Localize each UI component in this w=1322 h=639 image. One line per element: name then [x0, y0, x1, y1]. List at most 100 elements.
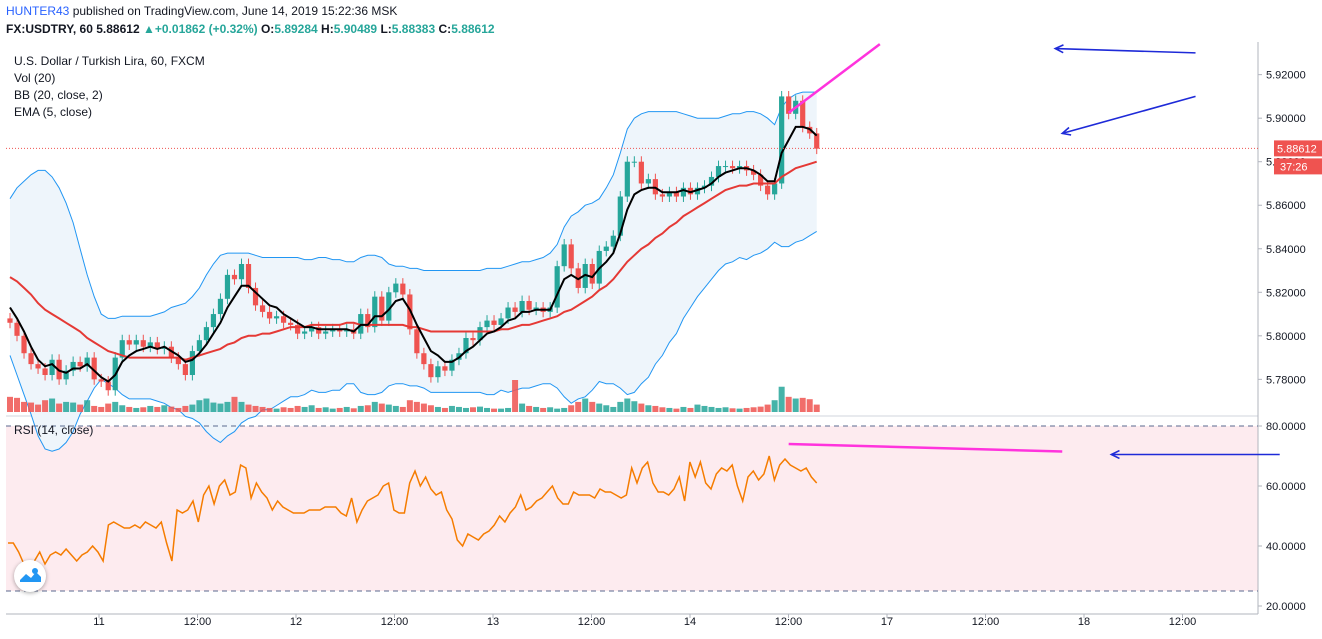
volume-bar	[35, 404, 42, 412]
volume-bar	[364, 405, 371, 412]
candle-body	[673, 192, 680, 197]
legend-ema[interactable]: EMA (5, close)	[14, 105, 93, 119]
candle-body	[70, 361, 76, 371]
candle-body	[722, 166, 729, 168]
publish-line: HUNTER43 published on TradingView.com, J…	[6, 4, 397, 18]
candle-body	[435, 366, 441, 378]
volume-bar	[715, 407, 722, 412]
volume-bar	[764, 404, 771, 412]
volume-bar	[343, 406, 350, 412]
candle-body	[133, 340, 139, 345]
low-label: L:	[380, 22, 392, 36]
volume-bar	[259, 406, 266, 412]
volume-bar	[266, 407, 273, 412]
candle-body	[252, 287, 259, 306]
candle-body	[750, 170, 757, 175]
candle-body	[91, 357, 97, 380]
volume-bar	[217, 403, 224, 412]
candle-body	[259, 305, 266, 312]
volume-bar	[42, 400, 49, 412]
price-tick-label: 5.84000	[1266, 244, 1306, 256]
volume-bar	[399, 406, 406, 412]
volume-bar	[448, 405, 455, 412]
candle-body	[526, 301, 532, 310]
legend-symbol[interactable]: U.S. Dollar / Turkish Lira, 60, FXCM	[14, 54, 205, 68]
rsi-tick-label: 80.0000	[1266, 421, 1306, 433]
candle-body	[372, 296, 378, 328]
candle-body	[42, 368, 48, 375]
volume-bar	[196, 400, 203, 412]
arrow-annotation-mid	[1062, 95, 1196, 135]
candle-body	[758, 174, 764, 186]
candle-body	[224, 274, 231, 299]
volume-bar	[806, 399, 813, 412]
volume-bar	[455, 406, 462, 412]
candle-body	[477, 327, 483, 341]
volume-bar	[385, 404, 392, 412]
candle-body	[238, 264, 245, 280]
volume-bar	[582, 398, 589, 412]
open-value: 5.89284	[274, 22, 318, 36]
volume-bar	[119, 405, 126, 412]
candle-body	[568, 244, 574, 269]
high-value: 5.90489	[333, 22, 378, 36]
change-up-icon: ▲	[142, 22, 155, 36]
volume-bar	[568, 405, 575, 412]
candle-body	[463, 338, 469, 354]
volume-bar	[624, 398, 631, 412]
volume-bar	[638, 403, 645, 412]
volume-bar	[350, 408, 357, 412]
candle-body	[652, 179, 658, 195]
candle-body	[449, 359, 455, 371]
volume-bar	[792, 398, 799, 412]
candle-body	[786, 96, 792, 114]
high-label: H:	[321, 22, 334, 36]
volume-bar	[182, 405, 189, 412]
candle-body	[365, 314, 371, 328]
candle-body	[645, 179, 651, 184]
candle-body	[140, 340, 146, 347]
tradingview-logo-icon[interactable]	[14, 560, 46, 592]
candle-body	[28, 353, 34, 365]
last-price-tag-label: 5.88612	[1277, 143, 1317, 155]
arrow-annotation-mid-head	[1060, 126, 1072, 136]
candle-body	[84, 357, 90, 367]
bollinger-upper-line	[9, 91, 817, 319]
volume-bar	[771, 400, 778, 412]
candle-body	[708, 176, 715, 186]
candle-body	[512, 307, 518, 312]
volume-bar	[154, 406, 161, 412]
volume-bar	[434, 406, 441, 412]
candle-body	[666, 192, 673, 197]
candle-body	[554, 266, 560, 308]
legend-bollinger[interactable]: BB (20, close, 2)	[14, 88, 103, 102]
volume-bar	[21, 401, 28, 412]
volume-bar	[708, 406, 715, 412]
volume-bar	[484, 407, 491, 412]
volume-bar	[231, 396, 238, 412]
volume-bar	[280, 407, 287, 412]
volume-bar	[168, 406, 175, 412]
volume-bar	[406, 400, 413, 412]
volume-bar	[498, 408, 505, 412]
candle-body	[273, 316, 280, 319]
candle-body	[505, 307, 511, 319]
author-name[interactable]: HUNTER43	[6, 4, 70, 18]
candle-body	[765, 185, 771, 195]
legend-volume[interactable]: Vol (20)	[14, 71, 56, 85]
rsi-trendline	[788, 442, 1063, 453]
candle-body	[35, 364, 41, 369]
candle-body	[379, 296, 385, 321]
volume-bar	[673, 408, 680, 412]
candle-body	[561, 244, 567, 267]
candle-body	[617, 196, 623, 236]
candle-body	[393, 283, 399, 293]
volume-bar	[659, 407, 666, 412]
candle-body	[779, 96, 785, 184]
candle-body	[498, 318, 504, 325]
legend-rsi[interactable]: RSI (14, close)	[14, 423, 94, 437]
volume-bar	[105, 403, 112, 412]
volume-bar	[519, 403, 526, 412]
symbol-label: FX:USDTRY, 60	[6, 22, 93, 36]
